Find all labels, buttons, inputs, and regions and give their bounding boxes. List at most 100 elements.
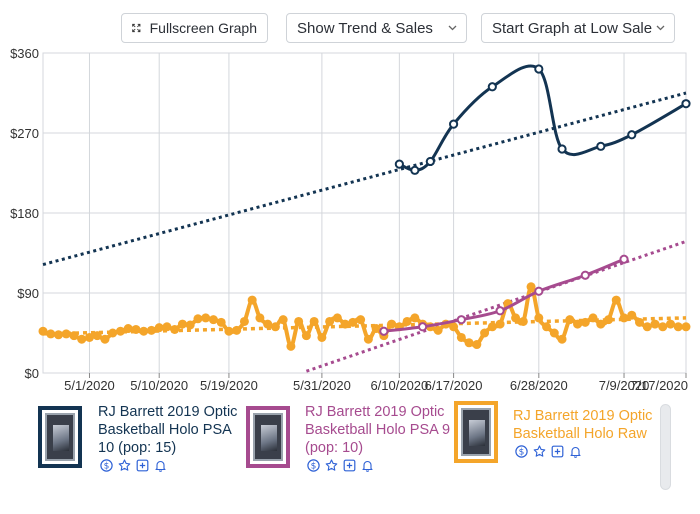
data-point-raw[interactable] — [263, 319, 273, 329]
data-point-raw[interactable] — [170, 324, 180, 334]
data-point-raw[interactable] — [495, 319, 505, 329]
data-point-psa9[interactable] — [580, 270, 590, 280]
data-point-psa10[interactable] — [487, 82, 497, 92]
data-point-raw[interactable] — [487, 322, 497, 332]
data-point-raw[interactable] — [193, 314, 203, 324]
data-point-raw[interactable] — [433, 325, 443, 335]
data-point-raw[interactable] — [588, 313, 598, 323]
data-point-raw[interactable] — [154, 323, 164, 333]
data-point-raw[interactable] — [340, 319, 350, 329]
legend-item-psa10[interactable]: RJ Barrett 2019 Optic Basketball Holo PS… — [38, 396, 238, 476]
data-point-psa9[interactable] — [619, 254, 629, 264]
data-point-psa9[interactable] — [534, 286, 544, 296]
dollar-icon[interactable]: $ — [307, 459, 320, 472]
data-point-raw[interactable] — [255, 313, 265, 323]
data-point-raw[interactable] — [542, 322, 552, 332]
data-point-raw[interactable] — [348, 317, 358, 327]
data-point-raw[interactable] — [557, 334, 567, 344]
bell-icon[interactable] — [569, 445, 582, 458]
data-point-raw[interactable] — [666, 319, 676, 329]
data-point-raw[interactable] — [464, 338, 474, 348]
data-point-raw[interactable] — [309, 316, 319, 326]
data-point-raw[interactable] — [139, 326, 149, 336]
data-point-raw[interactable] — [208, 315, 218, 325]
star-icon[interactable] — [533, 445, 546, 458]
data-point-raw[interactable] — [162, 322, 172, 332]
data-point-psa9[interactable] — [456, 315, 466, 325]
data-point-raw[interactable] — [146, 325, 156, 335]
dollar-icon[interactable]: $ — [100, 459, 113, 472]
data-point-psa10[interactable] — [410, 165, 420, 175]
data-point-raw[interactable] — [286, 341, 296, 351]
data-point-raw[interactable] — [673, 322, 683, 332]
data-point-raw[interactable] — [38, 326, 48, 336]
data-point-raw[interactable] — [201, 313, 211, 323]
data-point-raw[interactable] — [627, 310, 637, 320]
bell-icon[interactable] — [154, 459, 167, 472]
data-point-raw[interactable] — [635, 317, 645, 327]
legend-item-raw[interactable]: RJ Barrett 2019 Optic Basketball Holo Ra… — [454, 396, 654, 476]
plus-box-icon[interactable] — [343, 459, 356, 472]
data-point-raw[interactable] — [123, 324, 133, 334]
data-point-raw[interactable] — [131, 324, 141, 334]
data-point-raw[interactable] — [232, 325, 242, 335]
data-point-raw[interactable] — [92, 331, 102, 341]
start-graph-select[interactable]: Start Graph at Low Sale — [481, 13, 675, 43]
data-point-raw[interactable] — [177, 319, 187, 329]
plus-box-icon[interactable] — [551, 445, 564, 458]
data-point-raw[interactable] — [518, 316, 528, 326]
bell-icon[interactable] — [361, 459, 374, 472]
data-point-raw[interactable] — [325, 316, 335, 326]
legend-item-psa9[interactable]: RJ Barrett 2019 Optic Basketball Holo PS… — [246, 396, 456, 476]
dollar-icon[interactable]: $ — [515, 445, 528, 458]
data-point-raw[interactable] — [100, 334, 110, 344]
data-point-raw[interactable] — [371, 324, 381, 334]
data-point-raw[interactable] — [604, 315, 614, 325]
data-point-raw[interactable] — [456, 332, 466, 342]
data-point-raw[interactable] — [108, 328, 118, 338]
data-point-raw[interactable] — [270, 322, 280, 332]
data-point-raw[interactable] — [573, 319, 583, 329]
plus-box-icon[interactable] — [136, 459, 149, 472]
data-point-raw[interactable] — [681, 322, 691, 332]
data-point-raw[interactable] — [402, 316, 412, 326]
data-point-raw[interactable] — [46, 329, 56, 339]
data-point-raw[interactable] — [53, 330, 63, 340]
star-icon[interactable] — [325, 459, 338, 472]
data-point-raw[interactable] — [278, 315, 288, 325]
data-point-psa10[interactable] — [394, 159, 404, 169]
data-point-raw[interactable] — [410, 313, 420, 323]
data-point-raw[interactable] — [549, 328, 559, 338]
data-point-raw[interactable] — [449, 322, 459, 332]
data-point-psa10[interactable] — [534, 64, 544, 74]
data-point-psa10[interactable] — [627, 130, 637, 140]
data-point-psa9[interactable] — [379, 326, 389, 336]
show-trend-select[interactable]: Show Trend & Sales — [286, 13, 467, 43]
data-point-raw[interactable] — [69, 331, 79, 341]
data-point-raw[interactable] — [472, 340, 482, 350]
data-point-raw[interactable] — [642, 322, 652, 332]
data-point-raw[interactable] — [61, 329, 71, 339]
data-point-raw[interactable] — [511, 313, 521, 323]
data-point-raw[interactable] — [611, 295, 621, 305]
data-point-raw[interactable] — [332, 313, 342, 323]
data-point-raw[interactable] — [216, 317, 226, 327]
data-point-psa9[interactable] — [418, 322, 428, 332]
data-point-raw[interactable] — [224, 326, 234, 336]
legend-scrollbar[interactable] — [660, 404, 671, 490]
data-point-raw[interactable] — [301, 331, 311, 341]
data-point-raw[interactable] — [84, 332, 94, 342]
data-point-psa10[interactable] — [596, 141, 606, 151]
data-point-raw[interactable] — [387, 319, 397, 329]
data-point-raw[interactable] — [580, 317, 590, 327]
data-point-raw[interactable] — [480, 328, 490, 338]
data-point-raw[interactable] — [247, 295, 257, 305]
data-point-raw[interactable] — [526, 282, 536, 292]
data-point-raw[interactable] — [565, 315, 575, 325]
data-point-raw[interactable] — [534, 313, 544, 323]
data-point-raw[interactable] — [185, 320, 195, 330]
data-point-raw[interactable] — [77, 334, 87, 344]
data-point-psa10[interactable] — [425, 156, 435, 167]
data-point-raw[interactable] — [619, 313, 629, 323]
data-point-raw[interactable] — [596, 319, 606, 329]
